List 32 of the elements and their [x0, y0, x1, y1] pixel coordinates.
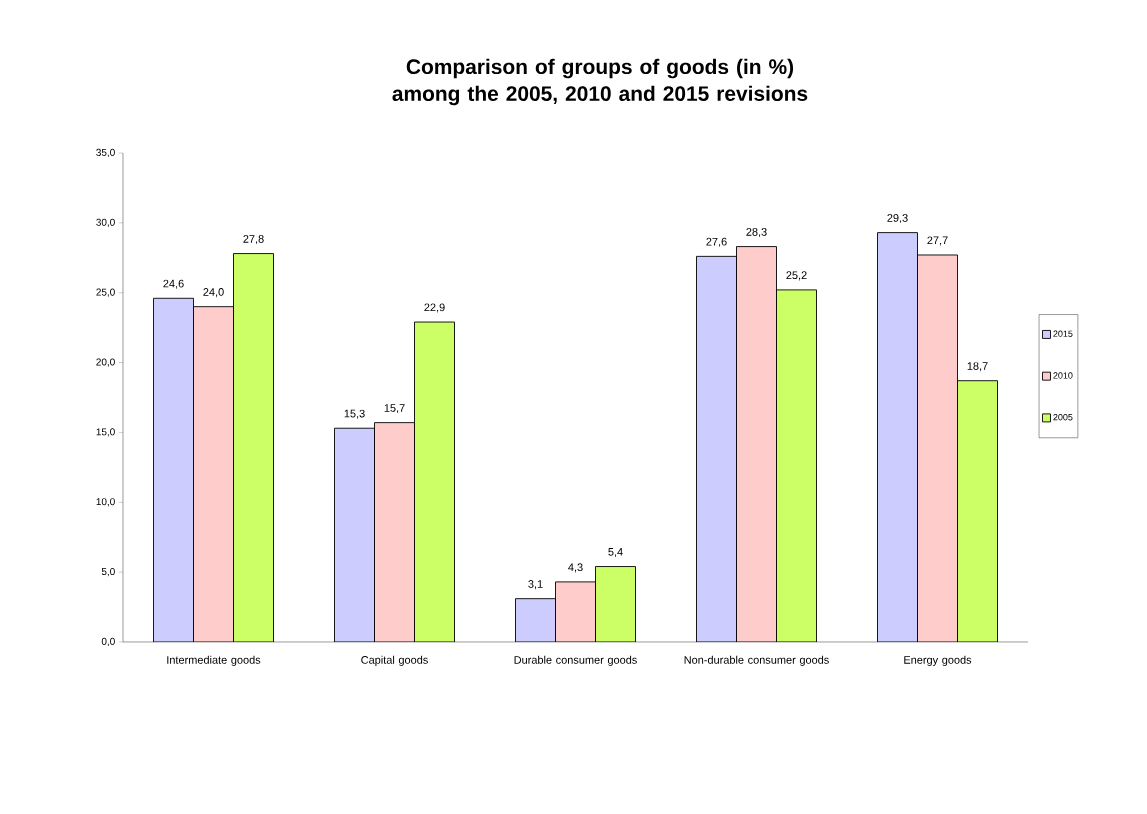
data-label: 3,1 [528, 580, 543, 590]
data-label: 15,7 [384, 404, 405, 414]
legend-label: 2010 [1053, 372, 1073, 379]
y-tick-label: 30,0 [96, 218, 115, 227]
data-label: 18,7 [967, 362, 988, 372]
data-label: 27,6 [706, 237, 727, 247]
data-label: 28,3 [746, 228, 767, 238]
y-tick-label: 35,0 [96, 148, 115, 158]
y-tick-label: 0,0 [101, 637, 115, 647]
data-label: 27,8 [243, 235, 264, 245]
y-tick-label: 10,0 [96, 498, 115, 507]
y-tick-label: 15,0 [96, 428, 115, 437]
x-tick-label: Intermediate goods [167, 655, 261, 666]
data-label: 27,7 [927, 236, 948, 246]
data-label: 25,2 [786, 271, 807, 281]
chart-title: Comparison of groups of goods (in %) among the 2005, 2010 and 2015 revisions [392, 58, 808, 106]
y-tick-label: 5,0 [101, 568, 115, 577]
x-tick-label: Energy goods [904, 655, 972, 666]
y-tick-label: 20,0 [96, 358, 115, 367]
data-label: 29,3 [887, 214, 908, 224]
legend-label: 2015 [1053, 330, 1073, 337]
y-tick-label: 25,0 [96, 288, 115, 297]
legend-label: 2005 [1053, 414, 1073, 421]
data-label: 4,3 [568, 563, 583, 573]
data-label: 24,6 [163, 279, 184, 289]
data-label: 5,4 [608, 548, 623, 558]
data-label: 22,9 [424, 303, 445, 313]
x-tick-label: Durable consumer goods [514, 655, 637, 666]
x-tick-label: Capital goods [361, 655, 428, 666]
x-tick-label: Non-durable consumer goods [684, 655, 829, 666]
data-label: 15,3 [344, 409, 365, 419]
data-label: 24,0 [203, 288, 224, 298]
